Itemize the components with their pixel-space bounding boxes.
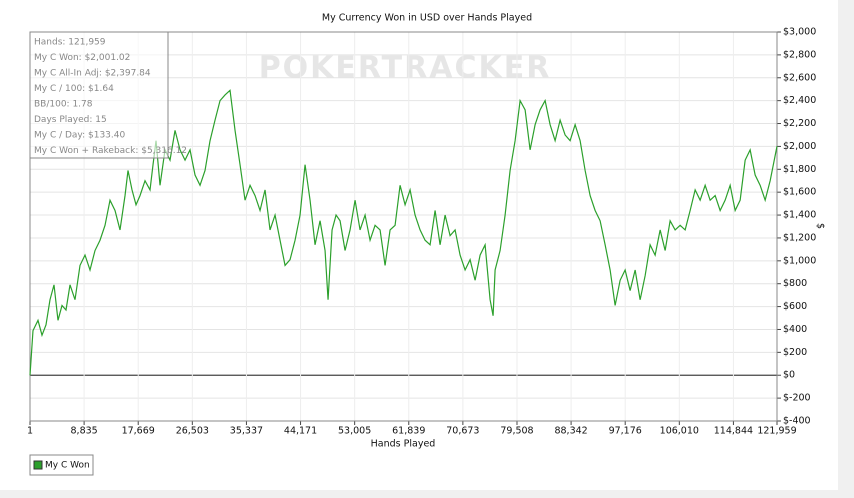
y-tick-label: $-400	[783, 416, 811, 427]
plot-frame	[29, 31, 778, 422]
watermark: POKERTRACKER	[259, 51, 552, 86]
stats-line: My C Won: $2,001.02	[34, 53, 130, 63]
y-tick-label: $2,000	[783, 141, 816, 152]
stats-line: BB/100: 1.78	[34, 100, 93, 110]
x-tick-label: 79,508	[500, 426, 533, 437]
chart-title: My Currency Won in USD over Hands Played	[322, 13, 532, 24]
x-tick-label: 88,342	[554, 426, 587, 437]
x-tick-label: 1	[27, 426, 33, 437]
stats-line: Days Played: 15	[34, 115, 107, 125]
x-tick-label: 97,176	[609, 426, 642, 437]
stats-line: Hands: 121,959	[34, 38, 106, 48]
line-series	[29, 89, 778, 376]
y-tick-label: $0	[783, 370, 795, 381]
stats-box	[29, 31, 169, 159]
y-tick-label: $2,800	[783, 49, 816, 60]
x-tick-label: 26,503	[176, 426, 209, 437]
x-tick-label: 35,337	[230, 426, 263, 437]
x-tick-label: 61,839	[392, 426, 425, 437]
y-tick-label: $1,000	[783, 255, 816, 266]
legend-label: My C Won	[45, 461, 90, 471]
y-tick-label: $600	[783, 301, 807, 312]
y-tick-label: $1,400	[783, 210, 816, 221]
y-tick-label: $1,600	[783, 187, 816, 198]
x-tick-label: 121,959	[757, 426, 796, 437]
stats-line: My C / Day: $133.40	[34, 131, 125, 141]
x-tick-label: 106,010	[660, 426, 699, 437]
y-tick-label: $400	[783, 324, 807, 335]
y-axis-label: $	[815, 223, 826, 229]
y-tick-label: $2,400	[783, 95, 816, 106]
x-tick-label: 114,844	[714, 426, 753, 437]
x-tick-label: 70,673	[446, 426, 479, 437]
y-tick-label: $2,600	[783, 72, 816, 83]
x-tick-label: 17,669	[122, 426, 155, 437]
y-tick-label: $1,800	[783, 164, 816, 175]
y-tick-label: $3,000	[783, 27, 816, 38]
stats-line: My C All-In Adj: $2,397.84	[34, 69, 151, 79]
stats-line: My C / 100: $1.64	[34, 84, 114, 94]
y-tick-label: $200	[783, 347, 807, 358]
y-tick-label: $-200	[783, 393, 811, 404]
x-tick-label: 8,835	[71, 426, 98, 437]
y-tick-label: $800	[783, 278, 807, 289]
stats-line: My C Won + Rakeback: $5,316.12	[34, 146, 187, 156]
x-tick-label: 44,171	[284, 426, 317, 437]
x-axis-label: Hands Played	[371, 439, 436, 450]
y-tick-label: $1,200	[783, 232, 816, 243]
legend-box	[29, 454, 94, 476]
x-tick-label: 53,005	[338, 426, 371, 437]
legend-swatch	[33, 460, 43, 470]
y-tick-label: $2,200	[783, 118, 816, 129]
